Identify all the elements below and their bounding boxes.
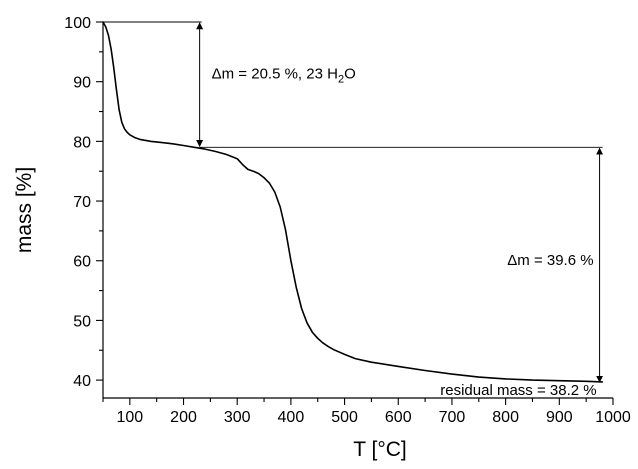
annotation-mass-loss-2: Δm = 39.6 %	[507, 252, 593, 269]
y-tick-label: 50	[73, 313, 91, 330]
x-tick-label: 500	[331, 409, 358, 426]
x-axis-label: T [°C]	[353, 438, 407, 461]
x-tick-label: 400	[278, 409, 305, 426]
y-tick-label: 60	[73, 254, 91, 271]
x-tick-label: 100	[116, 409, 143, 426]
y-tick-label: 80	[73, 134, 91, 151]
x-tick-label: 700	[439, 409, 466, 426]
x-tick-label: 800	[492, 409, 519, 426]
y-tick-label: 40	[73, 373, 91, 390]
annotation-mass-loss-1: Δm = 20.5 %, 23 H2O	[212, 66, 356, 86]
annotation-mass-loss-1-main: Δm = 20.5 %, 23 H	[212, 66, 338, 83]
x-tick-label: 200	[170, 409, 197, 426]
x-tick-label: 600	[385, 409, 412, 426]
y-tick-label: 70	[73, 194, 91, 211]
annotation-mass-loss-1-subscript: 2	[338, 74, 344, 86]
mass-loss-curve	[102, 21, 604, 383]
annotation-residual-mass: residual mass = 38.2 %	[440, 382, 596, 399]
x-tick-label: 300	[224, 409, 251, 426]
annotation-mass-loss-1-end: O	[344, 66, 356, 83]
y-tick-label: 100	[64, 15, 91, 32]
y-tick-label: 90	[73, 75, 91, 92]
x-tick-label: 900	[546, 409, 573, 426]
x-tick-label: 1000	[595, 409, 631, 426]
y-axis-label: mass [%]	[13, 167, 36, 253]
